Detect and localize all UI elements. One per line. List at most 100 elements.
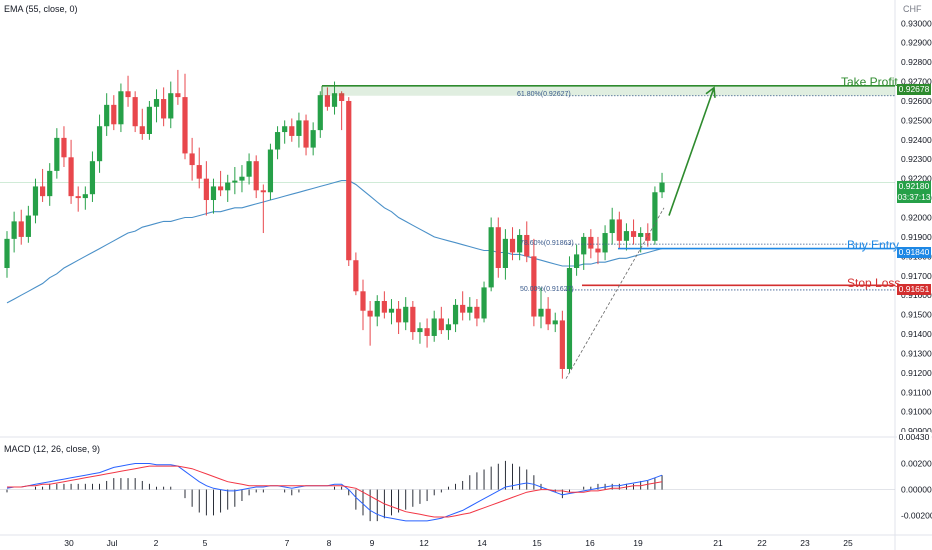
candle-body[interactable] <box>566 267 573 369</box>
candle-body[interactable] <box>403 306 409 323</box>
candle-body[interactable] <box>296 120 302 136</box>
time-axis[interactable]: 30 Jul 2 5 7 8 9 12 14 15 16 19 21 22 23 25 <box>64 538 853 548</box>
candle-body[interactable] <box>253 161 259 191</box>
candle-body[interactable] <box>417 328 423 333</box>
candle-body[interactable] <box>310 130 316 148</box>
candle-body[interactable] <box>89 161 96 195</box>
candle-body[interactable] <box>488 227 494 288</box>
candle-body[interactable] <box>146 106 152 134</box>
candle-body[interactable] <box>111 104 117 125</box>
candle-body[interactable] <box>317 95 323 131</box>
candle-body[interactable] <box>545 308 551 325</box>
candle-body[interactable] <box>353 260 359 292</box>
candle-body[interactable] <box>509 238 516 253</box>
candle-body[interactable] <box>118 91 124 125</box>
candle-body[interactable] <box>588 236 594 249</box>
candle-body[interactable] <box>424 328 430 336</box>
candle-body[interactable] <box>104 104 110 127</box>
candle-body[interactable] <box>552 320 558 325</box>
candle-body[interactable] <box>274 132 281 150</box>
candle-body[interactable] <box>196 165 202 179</box>
candle-body[interactable] <box>125 91 131 98</box>
candle-body[interactable] <box>161 99 167 119</box>
candle-body[interactable] <box>360 291 366 311</box>
price-axis[interactable]: 0.93000 0.92900 0.92800 0.92700 0.92600 0.925… <box>901 18 932 436</box>
candle-body[interactable] <box>175 93 181 98</box>
candle-body[interactable] <box>374 301 380 317</box>
candle-body[interactable] <box>40 186 46 197</box>
candle-body[interactable] <box>11 221 17 239</box>
candle-body[interactable] <box>609 219 615 234</box>
candle-body[interactable] <box>218 186 224 191</box>
candle-body[interactable] <box>153 99 160 107</box>
candle-body[interactable] <box>410 306 416 333</box>
candle-body[interactable] <box>331 93 338 107</box>
candle-body[interactable] <box>82 194 88 199</box>
candle-body[interactable] <box>132 97 138 127</box>
macd-legend[interactable]: MACD (12, 26, close, 9) <box>4 444 101 454</box>
candle-body[interactable] <box>324 95 330 107</box>
candle-body[interactable] <box>445 324 452 331</box>
candle-body[interactable] <box>574 254 580 268</box>
candle-body[interactable] <box>495 227 501 268</box>
candle-body[interactable] <box>616 219 622 241</box>
candle-body[interactable] <box>388 308 395 313</box>
candle-body[interactable] <box>630 231 637 237</box>
candle-body[interactable] <box>232 180 238 183</box>
candle-body[interactable] <box>595 248 601 253</box>
candle-body[interactable] <box>18 221 24 237</box>
candle-body[interactable] <box>524 234 530 257</box>
candle-body[interactable] <box>538 308 544 317</box>
candle-body[interactable] <box>623 231 630 241</box>
ema-legend[interactable]: EMA (55, close, 0) <box>4 4 78 14</box>
candle-body[interactable] <box>260 190 266 193</box>
candle-body[interactable] <box>168 93 174 119</box>
candle-body[interactable] <box>239 176 245 181</box>
candle-body[interactable] <box>517 234 523 253</box>
candle-body[interactable] <box>467 306 473 313</box>
candle-body[interactable] <box>452 304 459 325</box>
candle-body[interactable] <box>68 157 74 197</box>
macd-pane[interactable] <box>0 460 895 522</box>
candle-body[interactable] <box>460 304 466 313</box>
candle-body[interactable] <box>32 186 39 216</box>
candle-body[interactable] <box>303 120 309 148</box>
candle-body[interactable] <box>182 97 188 154</box>
candle-body[interactable] <box>431 318 437 336</box>
candle-body[interactable] <box>559 320 565 369</box>
candle-body[interactable] <box>61 137 67 158</box>
candle-body[interactable] <box>652 192 658 241</box>
candle-body[interactable] <box>481 287 487 319</box>
candle-body[interactable] <box>645 233 651 241</box>
candle-body[interactable] <box>203 178 209 201</box>
candle-body[interactable] <box>659 182 665 193</box>
macd-axis[interactable]: 0.00200 0.00000 -0.00200 <box>901 458 932 520</box>
candle-body[interactable] <box>267 149 274 193</box>
candle-body[interactable] <box>638 233 644 237</box>
candle-body[interactable] <box>474 306 480 319</box>
candle-body[interactable] <box>139 126 145 134</box>
price-pane[interactable] <box>4 69 665 379</box>
candle-body[interactable] <box>531 256 537 317</box>
candle-body[interactable] <box>438 318 444 331</box>
candle-body[interactable] <box>339 93 345 101</box>
candle-body[interactable] <box>189 153 195 166</box>
candle-body[interactable] <box>25 215 31 237</box>
candle-body[interactable] <box>289 126 295 136</box>
candle-body[interactable] <box>75 196 81 199</box>
candle-body[interactable] <box>581 236 587 255</box>
candle-body[interactable] <box>346 100 352 261</box>
candle-body[interactable] <box>210 186 217 201</box>
candle-body[interactable] <box>282 126 288 133</box>
candle-body[interactable] <box>47 170 53 197</box>
candle-body[interactable] <box>54 137 60 171</box>
candle-body[interactable] <box>4 238 10 268</box>
candle-body[interactable] <box>367 310 373 317</box>
candle-body[interactable] <box>225 182 231 191</box>
candle-body[interactable] <box>381 301 387 313</box>
candle-body[interactable] <box>96 126 103 162</box>
candle-body[interactable] <box>602 233 608 253</box>
candle-body[interactable] <box>396 308 402 323</box>
candle-body[interactable] <box>502 238 508 268</box>
